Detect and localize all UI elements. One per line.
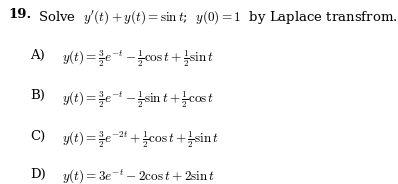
Text: 19.: 19. <box>9 8 32 21</box>
Text: B): B) <box>30 89 45 102</box>
Text: C): C) <box>30 130 45 143</box>
Text: A): A) <box>30 49 45 62</box>
Text: $y(t) = \frac{3}{2}e^{-t} - \frac{1}{2}\cos t + \frac{1}{2}\sin t$: $y(t) = \frac{3}{2}e^{-t} - \frac{1}{2}\… <box>62 49 214 70</box>
Text: $y(t) = \frac{3}{2}e^{-t} - \frac{1}{2}\sin t + \frac{1}{2}\cos t$: $y(t) = \frac{3}{2}e^{-t} - \frac{1}{2}\… <box>62 89 214 110</box>
Text: $y(t) = 3e^{-t} - 2\cos t + 2\sin t$: $y(t) = 3e^{-t} - 2\cos t + 2\sin t$ <box>62 168 215 184</box>
Text: D): D) <box>30 168 46 181</box>
Text: Solve  $y'(t)+y(t) = \sin t$;  $y(0) = 1$  by Laplace transfrom.: Solve $y'(t)+y(t) = \sin t$; $y(0) = 1$ … <box>38 8 398 26</box>
Text: $y(t) = \frac{3}{2}e^{-2t} + \frac{1}{2}\cos t + \frac{1}{2}\sin t$: $y(t) = \frac{3}{2}e^{-2t} + \frac{1}{2}… <box>62 130 219 151</box>
